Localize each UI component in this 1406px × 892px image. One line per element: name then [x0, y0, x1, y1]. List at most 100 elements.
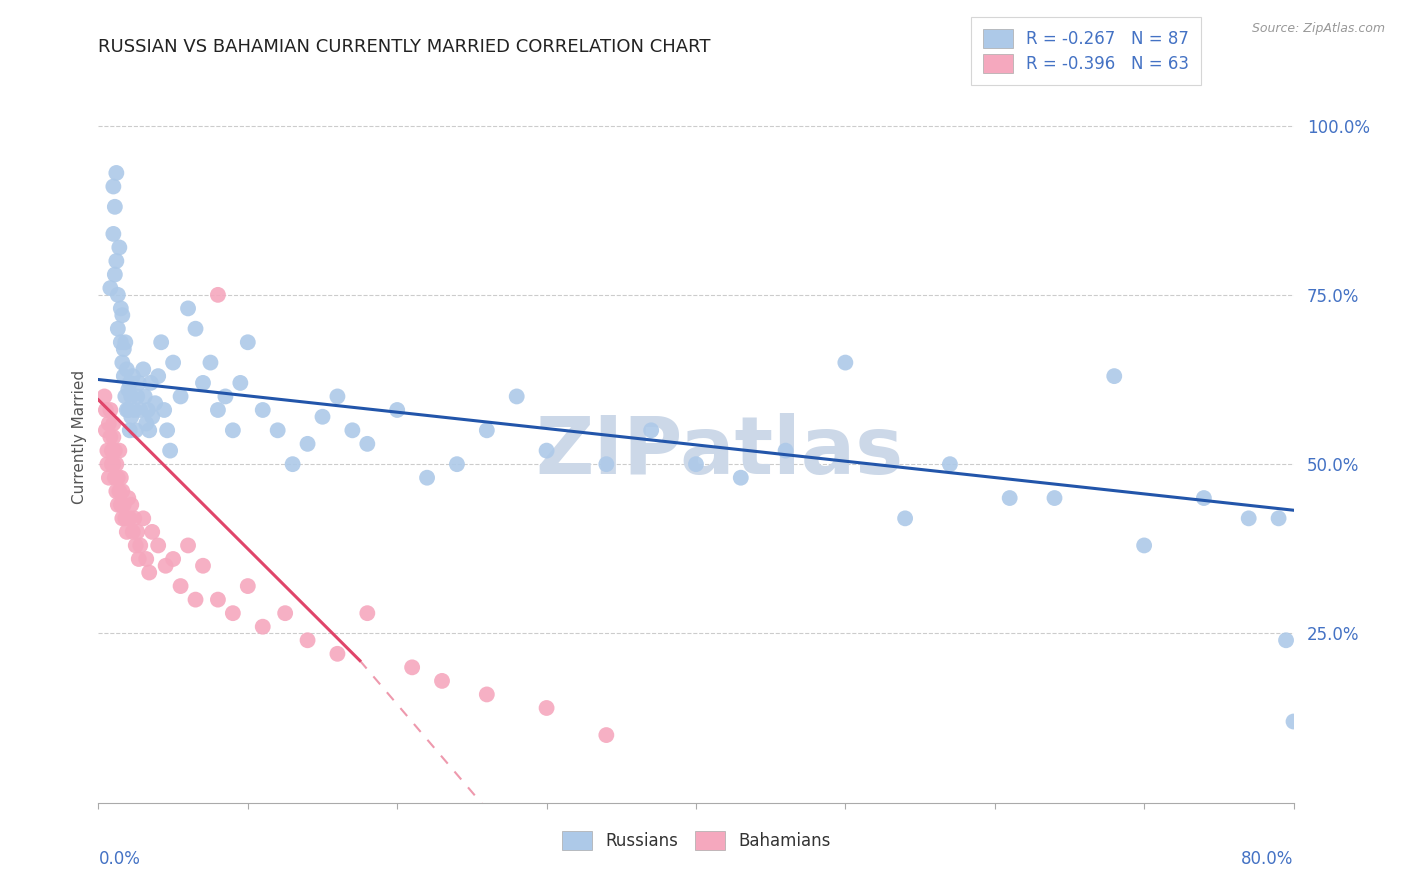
Point [177, 301, 200, 316]
Point [191, 376, 214, 390]
Point [103, 457, 125, 471]
Point [105, 457, 128, 471]
Point [274, 606, 297, 620]
Point [115, 403, 138, 417]
Point [117, 403, 139, 417]
Point [141, 524, 163, 539]
Point [162, 552, 184, 566]
Point [685, 457, 707, 471]
Point [169, 579, 191, 593]
Point [136, 403, 159, 417]
Point [114, 389, 136, 403]
Point [96, 457, 118, 471]
Point [252, 403, 274, 417]
Point [536, 443, 558, 458]
Point [229, 376, 252, 390]
Point [132, 511, 155, 525]
Point [127, 524, 149, 539]
Point [132, 362, 155, 376]
Point [98, 403, 122, 417]
Point [104, 443, 127, 458]
Point [128, 552, 150, 566]
Point [124, 403, 146, 417]
Point [112, 369, 135, 384]
Text: 80.0%: 80.0% [1241, 850, 1294, 868]
Point [446, 457, 468, 471]
Point [111, 484, 134, 499]
Point [104, 471, 127, 485]
Point [356, 606, 378, 620]
Point [730, 471, 752, 485]
Point [401, 660, 423, 674]
Y-axis label: Currently Married: Currently Married [72, 370, 87, 504]
Point [125, 423, 148, 437]
Point [121, 369, 143, 384]
Point [129, 403, 152, 417]
Point [416, 471, 439, 485]
Point [267, 423, 290, 437]
Point [138, 423, 160, 437]
Point [96, 443, 118, 458]
Point [1267, 511, 1289, 525]
Point [139, 376, 162, 390]
Point [111, 308, 134, 322]
Point [127, 389, 149, 403]
Point [114, 511, 136, 525]
Point [155, 558, 177, 573]
Point [252, 620, 274, 634]
Point [115, 362, 138, 376]
Text: Source: ZipAtlas.com: Source: ZipAtlas.com [1251, 22, 1385, 36]
Point [104, 268, 127, 282]
Point [110, 471, 132, 485]
Point [297, 633, 319, 648]
Point [134, 389, 156, 403]
Point [110, 301, 132, 316]
Point [105, 254, 128, 268]
Point [342, 423, 364, 437]
Point [1282, 714, 1305, 729]
Point [94, 403, 117, 417]
Point [998, 491, 1021, 505]
Point [124, 511, 146, 525]
Point [105, 166, 128, 180]
Point [153, 403, 176, 417]
Point [894, 511, 917, 525]
Point [98, 281, 122, 295]
Point [104, 200, 127, 214]
Text: 0.0%: 0.0% [98, 850, 141, 868]
Point [1237, 511, 1260, 525]
Point [98, 430, 122, 444]
Point [112, 342, 135, 356]
Point [103, 179, 125, 194]
Point [117, 491, 139, 505]
Point [103, 227, 125, 241]
Point [430, 673, 453, 688]
Point [94, 423, 117, 437]
Point [138, 566, 160, 580]
Point [222, 423, 245, 437]
Point [177, 538, 200, 552]
Point [107, 288, 129, 302]
Point [120, 389, 142, 403]
Point [236, 335, 259, 350]
Point [135, 552, 157, 566]
Point [385, 403, 409, 417]
Point [939, 457, 962, 471]
Point [103, 417, 125, 431]
Point [326, 647, 349, 661]
Point [117, 383, 139, 397]
Point [191, 558, 214, 573]
Point [112, 498, 135, 512]
Point [108, 443, 131, 458]
Point [105, 484, 128, 499]
Point [222, 606, 245, 620]
Point [101, 443, 124, 458]
Point [107, 471, 129, 485]
Point [536, 701, 558, 715]
Point [162, 355, 184, 369]
Point [356, 437, 378, 451]
Point [207, 288, 229, 302]
Point [129, 538, 152, 552]
Point [108, 240, 131, 254]
Point [595, 728, 617, 742]
